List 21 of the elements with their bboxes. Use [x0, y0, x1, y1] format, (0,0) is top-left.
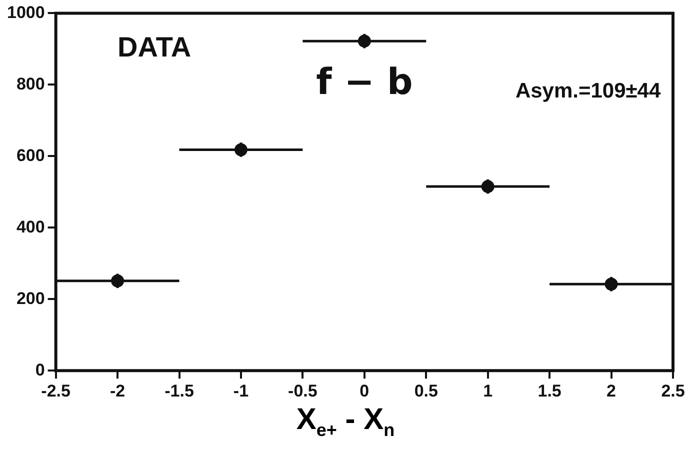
- x-tick-label: 2.5: [661, 381, 685, 400]
- x-tick-label: 0.5: [414, 381, 438, 400]
- x-tick-label: -1: [233, 381, 249, 400]
- y-tick-label: 400: [16, 217, 45, 236]
- x-tick-label: 1.5: [538, 381, 562, 400]
- x-tick-label: 1: [483, 381, 493, 400]
- x-tick-label: -2.5: [41, 381, 70, 400]
- x-tick-label: -1.5: [164, 381, 194, 400]
- annotation: f − b: [316, 62, 413, 104]
- x-tick-label: -0.5: [288, 381, 318, 400]
- x-tick-label: 0: [360, 381, 370, 400]
- annotation: DATA: [118, 32, 192, 63]
- x-tick-label: -2: [110, 381, 126, 400]
- x-axis-title: X$_{e+}$ - X$_{n}$: [295, 403, 396, 440]
- y-tick-label: 1000: [6, 2, 45, 22]
- annotation: Asym.=109±44: [515, 80, 661, 103]
- y-tick-label: 0: [35, 360, 45, 380]
- y-tick-label: 600: [16, 146, 45, 165]
- x-tick-label: 2: [606, 381, 616, 400]
- y-tick-label: 200: [16, 288, 45, 308]
- y-tick-label: 800: [16, 74, 45, 94]
